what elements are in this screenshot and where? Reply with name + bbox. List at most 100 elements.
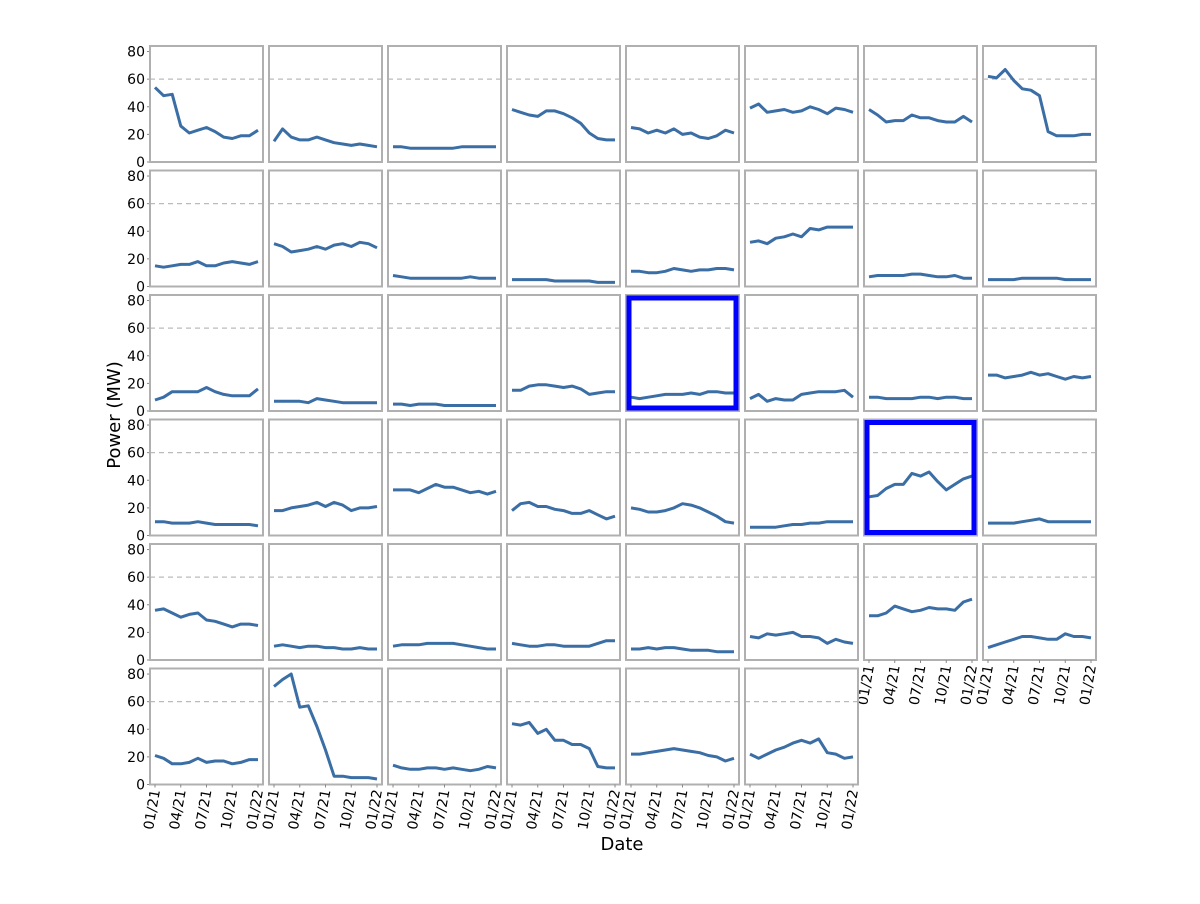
- panel: 0 20 40 60 80: [127, 45, 264, 171]
- x-tick-label: 07/21: [669, 788, 692, 831]
- panel: [625, 418, 740, 537]
- data-line: [868, 272, 972, 280]
- panel-frame: [744, 169, 859, 288]
- panel-frame: [149, 418, 264, 537]
- data-line: [987, 68, 1091, 138]
- panel: [744, 45, 859, 163]
- x-tick-label: 01/21: [855, 664, 878, 707]
- data-line: [392, 274, 496, 280]
- panel: [863, 294, 978, 412]
- panel: [744, 418, 859, 537]
- x-tick-label: 04/21: [643, 788, 666, 831]
- panel: 01/21 04/21 07/21 10/21 01/22: [498, 667, 624, 831]
- y-tick-label: 60: [127, 72, 145, 88]
- y-tick-label: 20: [127, 501, 145, 517]
- data-line: [988, 517, 1091, 525]
- y-tick-label: 60: [127, 321, 145, 337]
- panel-frame: [863, 543, 978, 661]
- panel-frame: [744, 543, 859, 661]
- x-tick-label: 01/22: [1077, 664, 1100, 707]
- panel: [506, 45, 621, 163]
- panel-frame: [387, 169, 502, 288]
- x-tick-label: 01/22: [482, 788, 505, 831]
- panel: [387, 543, 502, 661]
- y-tick-label: 80: [127, 169, 145, 185]
- panel: [982, 169, 1097, 288]
- panel: [625, 45, 740, 163]
- y-tick-label: 0: [136, 778, 145, 794]
- y-tick-label: 60: [127, 446, 145, 462]
- panel: 0 20 40 60 80 01/21 04/21 07/21 10/21 01/22: [127, 667, 267, 831]
- panel: 01/21 04/21 07/21 10/21 01/22: [379, 667, 505, 831]
- x-tick-label: 04/21: [881, 664, 904, 707]
- panel: [387, 294, 502, 412]
- y-tick-label: 0: [136, 653, 145, 669]
- panel-frame: [506, 294, 621, 412]
- x-tick-label: 01/21: [974, 664, 997, 707]
- panel-frame: [268, 543, 383, 661]
- x-tick-label: 01/22: [720, 788, 743, 831]
- x-tick-label: 01/22: [244, 788, 267, 831]
- panel: [506, 169, 621, 288]
- panel-frame: [744, 418, 859, 537]
- data-line: [155, 520, 259, 528]
- data-line: [869, 597, 973, 618]
- panel: 01/21 04/21 07/21 10/21 01/22: [617, 667, 743, 831]
- data-line: [512, 383, 615, 396]
- panel: [863, 169, 978, 288]
- panel: [506, 543, 621, 661]
- panel: 01/21 04/21 07/21 10/21 01/22: [736, 667, 862, 831]
- panel: 0 20 40 60 80: [127, 169, 264, 296]
- panel-frame: [149, 169, 264, 288]
- data-line: [154, 260, 259, 269]
- x-tick-label: 04/21: [762, 788, 785, 831]
- y-tick-label: 40: [127, 100, 145, 116]
- data-line: [511, 500, 616, 521]
- x-tick-label: 07/21: [193, 788, 216, 831]
- panel-frame: [863, 294, 978, 412]
- panel-frame: [982, 418, 1097, 537]
- data-line: [511, 639, 615, 648]
- panel-frame: [506, 169, 621, 288]
- data-line: [273, 240, 378, 254]
- panel-frame: [506, 418, 621, 537]
- data-line: [869, 395, 972, 401]
- data-line: [511, 720, 615, 770]
- data-line: [988, 370, 1092, 381]
- panel: [744, 294, 859, 412]
- x-tick-label: 01/22: [601, 788, 624, 831]
- panel: [982, 294, 1097, 412]
- y-tick-label: 60: [127, 570, 145, 586]
- x-tick-label: 07/21: [550, 788, 573, 831]
- x-tick-label: 01/21: [617, 788, 640, 831]
- x-tick-label: 10/21: [456, 788, 479, 831]
- panel: [268, 169, 383, 288]
- x-tick-label: 10/21: [337, 788, 360, 831]
- x-tick-label: 10/21: [813, 788, 836, 831]
- panel-frame: [863, 418, 978, 537]
- panel: 0 20 40 60 80: [127, 418, 264, 545]
- x-tick-label: 01/21: [736, 788, 759, 831]
- x-tick-label: 04/21: [524, 788, 547, 831]
- panel: [387, 169, 502, 288]
- y-axis-title: Power (MW): [104, 361, 125, 469]
- panel: [268, 543, 383, 661]
- panel: [268, 294, 383, 412]
- panel-frame: [149, 45, 264, 163]
- panel-frame: [625, 418, 740, 537]
- x-tick-label: 01/22: [363, 788, 386, 831]
- y-tick-label: 80: [127, 45, 145, 61]
- y-tick-label: 0: [136, 529, 145, 545]
- panel: [387, 418, 502, 537]
- x-tick-label: 01/21: [260, 788, 283, 831]
- panel: [387, 45, 502, 163]
- y-tick-label: 20: [127, 252, 145, 268]
- x-tick-label: 01/21: [498, 788, 521, 831]
- x-tick-label: 04/21: [286, 788, 309, 831]
- data-line: [511, 108, 615, 142]
- y-tick-label: 20: [127, 750, 145, 766]
- panel: [863, 45, 978, 163]
- panel: [268, 45, 383, 163]
- panel-frame: [506, 543, 621, 661]
- data-line: [274, 397, 377, 405]
